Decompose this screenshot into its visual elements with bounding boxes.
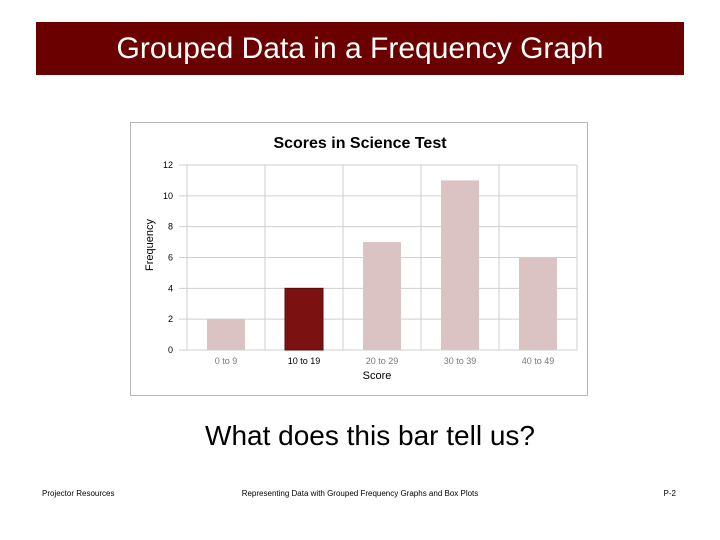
- slide-title-bar: Grouped Data in a Frequency Graph: [36, 22, 684, 75]
- y-axis-label: Frequency: [144, 219, 156, 271]
- bar-4: [519, 257, 557, 350]
- footer-center: Representing Data with Grouped Frequency…: [241, 489, 479, 498]
- y-tick-label-5: 10: [163, 191, 173, 201]
- y-tick-label-1: 2: [168, 314, 173, 324]
- x-tick-label-4: 40 to 49: [522, 356, 555, 366]
- bar-1: [284, 287, 324, 351]
- x-tick-label-2: 20 to 29: [366, 356, 399, 366]
- y-tick-label-0: 0: [168, 345, 173, 355]
- y-tick-label-2: 4: [168, 283, 173, 293]
- chart-title: Scores in Science Test: [273, 135, 447, 152]
- bar-0: [207, 319, 245, 350]
- x-axis-label: Score: [363, 370, 392, 382]
- x-tick-label-1: 10 to 19: [288, 356, 321, 366]
- bar-chart: Scores in Science Test Frequency Score 0…: [144, 135, 578, 382]
- y-tick-label-6: 12: [163, 160, 173, 170]
- question-text: What does this bar tell us?: [205, 420, 535, 451]
- slide-title: Grouped Data in a Frequency Graph: [116, 31, 604, 65]
- footer-page-number: P-2: [663, 489, 676, 498]
- x-tick-label-0: 0 to 9: [215, 356, 238, 366]
- bar-3: [441, 180, 479, 350]
- chart-container: Scores in Science Test Frequency Score 0…: [130, 122, 588, 396]
- y-tick-label-3: 6: [168, 253, 173, 263]
- bar-2: [363, 242, 401, 350]
- y-tick-label-4: 8: [168, 222, 173, 232]
- footer-left: Projector Resources: [42, 489, 115, 498]
- x-tick-label-3: 30 to 39: [444, 356, 477, 366]
